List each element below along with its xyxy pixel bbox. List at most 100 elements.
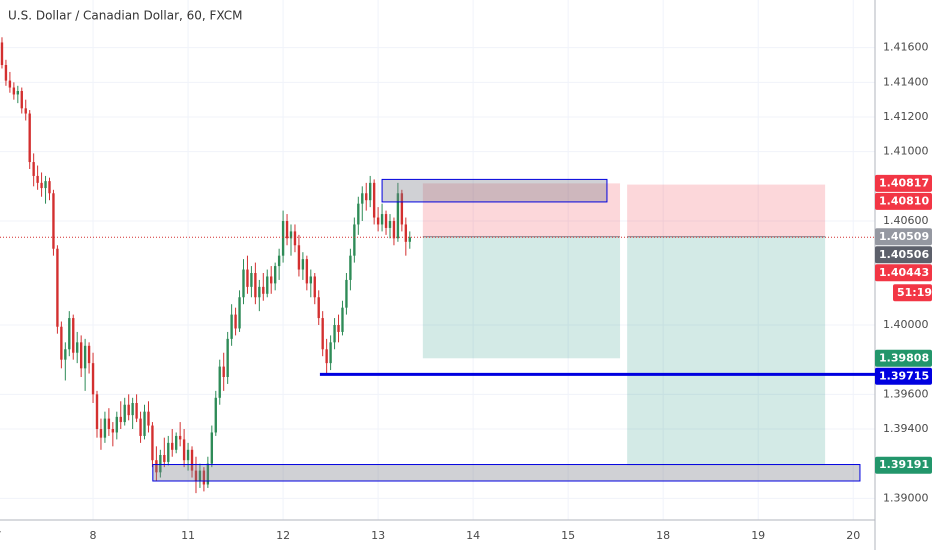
candle-body: [293, 231, 297, 246]
candle-body: [20, 91, 23, 109]
candle-body: [365, 193, 368, 201]
candle-body: [289, 231, 293, 239]
candle-body: [285, 221, 289, 239]
y-tick-label: 1.39600: [883, 387, 929, 400]
candle-body: [305, 259, 309, 284]
candle-body: [194, 470, 198, 481]
rectangle-drawing: [152, 464, 861, 482]
candle-body: [273, 266, 277, 284]
candle-body: [357, 203, 360, 225]
x-tick-label: 13: [371, 529, 385, 542]
candle-body: [79, 342, 83, 369]
candle-body: [64, 349, 67, 360]
candle-body: [206, 463, 210, 485]
candle-body: [404, 224, 408, 242]
candle-body: [226, 338, 229, 377]
price-label-box: [875, 228, 932, 246]
candle-body: [198, 470, 202, 481]
x-tick-label: 19: [751, 529, 765, 542]
candle-body: [91, 363, 95, 395]
price-label: 1.40810: [879, 194, 929, 207]
y-tick-label: 1.41200: [883, 110, 929, 123]
price-label-box: [875, 367, 932, 385]
candle-body: [277, 255, 281, 267]
price-label-box: [875, 174, 932, 192]
candle-body: [151, 425, 154, 461]
candle-body: [99, 429, 103, 438]
candle-body: [190, 449, 194, 471]
candle-body: [214, 397, 217, 433]
x-tick-label: 18: [656, 529, 670, 542]
candle-body: [127, 404, 130, 416]
candle-body: [281, 221, 285, 256]
y-tick-label: 1.41400: [883, 75, 929, 88]
x-tick-label: 12: [276, 529, 290, 542]
candle-body: [266, 276, 269, 294]
candle-body: [83, 345, 87, 369]
candle-body: [72, 318, 75, 353]
y-tick-label: 1.41000: [883, 145, 929, 158]
candle-body: [349, 255, 352, 280]
candle-body: [246, 269, 249, 287]
rectangle-drawing: [381, 178, 608, 203]
target-zone: [627, 236, 826, 466]
price-label: 1.39808: [879, 351, 929, 364]
candle-body: [369, 182, 372, 201]
candle-body: [384, 214, 388, 228]
candle-body: [392, 221, 396, 239]
candle-body: [28, 113, 31, 163]
candle-body: [119, 416, 122, 423]
candle-body: [159, 455, 162, 473]
candle-body: [254, 273, 257, 298]
candle-body: [258, 286, 261, 298]
candle-body: [186, 449, 190, 461]
candle-body: [4, 65, 8, 81]
candle-body: [167, 442, 170, 462]
candle-body: [380, 214, 384, 225]
candle-body: [107, 418, 111, 429]
candle-body: [250, 273, 253, 287]
y-tick-label: 1.39000: [883, 491, 929, 504]
price-label: 1.40817: [879, 176, 929, 189]
y-tick-label: 1.41600: [883, 41, 929, 54]
candle-body: [262, 286, 265, 294]
candle-body: [376, 217, 380, 225]
candle-body: [238, 297, 241, 329]
candle-body: [56, 248, 59, 327]
candle-body: [333, 325, 336, 343]
x-tick-label: 14: [466, 529, 480, 542]
candle-body: [317, 297, 320, 319]
y-tick-label: 1.39400: [883, 422, 929, 435]
x-tick-label: 7: [0, 529, 2, 542]
candle-body: [313, 276, 316, 298]
price-label-box: [875, 192, 932, 210]
x-tick-label: 11: [181, 529, 195, 542]
candle-body: [325, 349, 328, 364]
candle-body: [210, 432, 214, 464]
candle-body: [48, 181, 51, 194]
price-label: 1.40443: [879, 266, 929, 279]
candle-body: [301, 259, 305, 270]
x-tick-label: 8: [90, 529, 97, 542]
candle-body: [163, 455, 166, 462]
price-label-box: [875, 246, 932, 264]
candle-body: [155, 460, 158, 473]
price-label: 1.39191: [879, 458, 929, 471]
candle-body: [341, 307, 344, 332]
candle-body: [103, 418, 107, 438]
candle-body: [135, 403, 138, 419]
target-zone: [422, 236, 621, 359]
candle-body: [52, 193, 55, 249]
candle-body: [345, 279, 348, 308]
candle-body: [115, 416, 118, 433]
y-tick-label: 1.40000: [883, 318, 929, 331]
candle-body: [139, 418, 142, 436]
candle-body: [396, 193, 400, 239]
price-label: 1.39715: [879, 369, 929, 382]
countdown: 51:19: [897, 286, 932, 299]
candle-body: [68, 318, 71, 350]
candle-body: [182, 439, 186, 461]
candle-body: [270, 276, 273, 284]
candle-body: [40, 182, 43, 189]
